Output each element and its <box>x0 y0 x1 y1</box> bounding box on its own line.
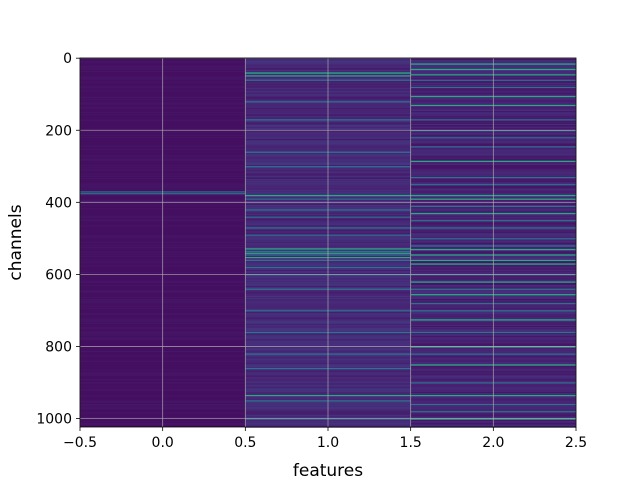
y-tick-label: 200 <box>45 123 72 139</box>
y-tick-label: 1000 <box>36 412 72 428</box>
y-tick-label: 600 <box>45 267 72 283</box>
y-tick-label: 800 <box>45 339 72 355</box>
x-tick-label: 1.0 <box>317 435 339 451</box>
x-tick-label: −0.5 <box>63 435 97 451</box>
x-tick-label: 2.0 <box>482 435 504 451</box>
x-tick-label: 0.5 <box>234 435 256 451</box>
y-tick-label: 400 <box>45 195 72 211</box>
y-tick-label: 0 <box>63 51 72 67</box>
x-tick-label: 0.0 <box>152 435 174 451</box>
x-tick-label: 1.5 <box>400 435 422 451</box>
x-tick-label: 2.5 <box>565 435 587 451</box>
x-axis-label: features <box>293 461 363 480</box>
y-axis-label: channels <box>6 204 26 280</box>
